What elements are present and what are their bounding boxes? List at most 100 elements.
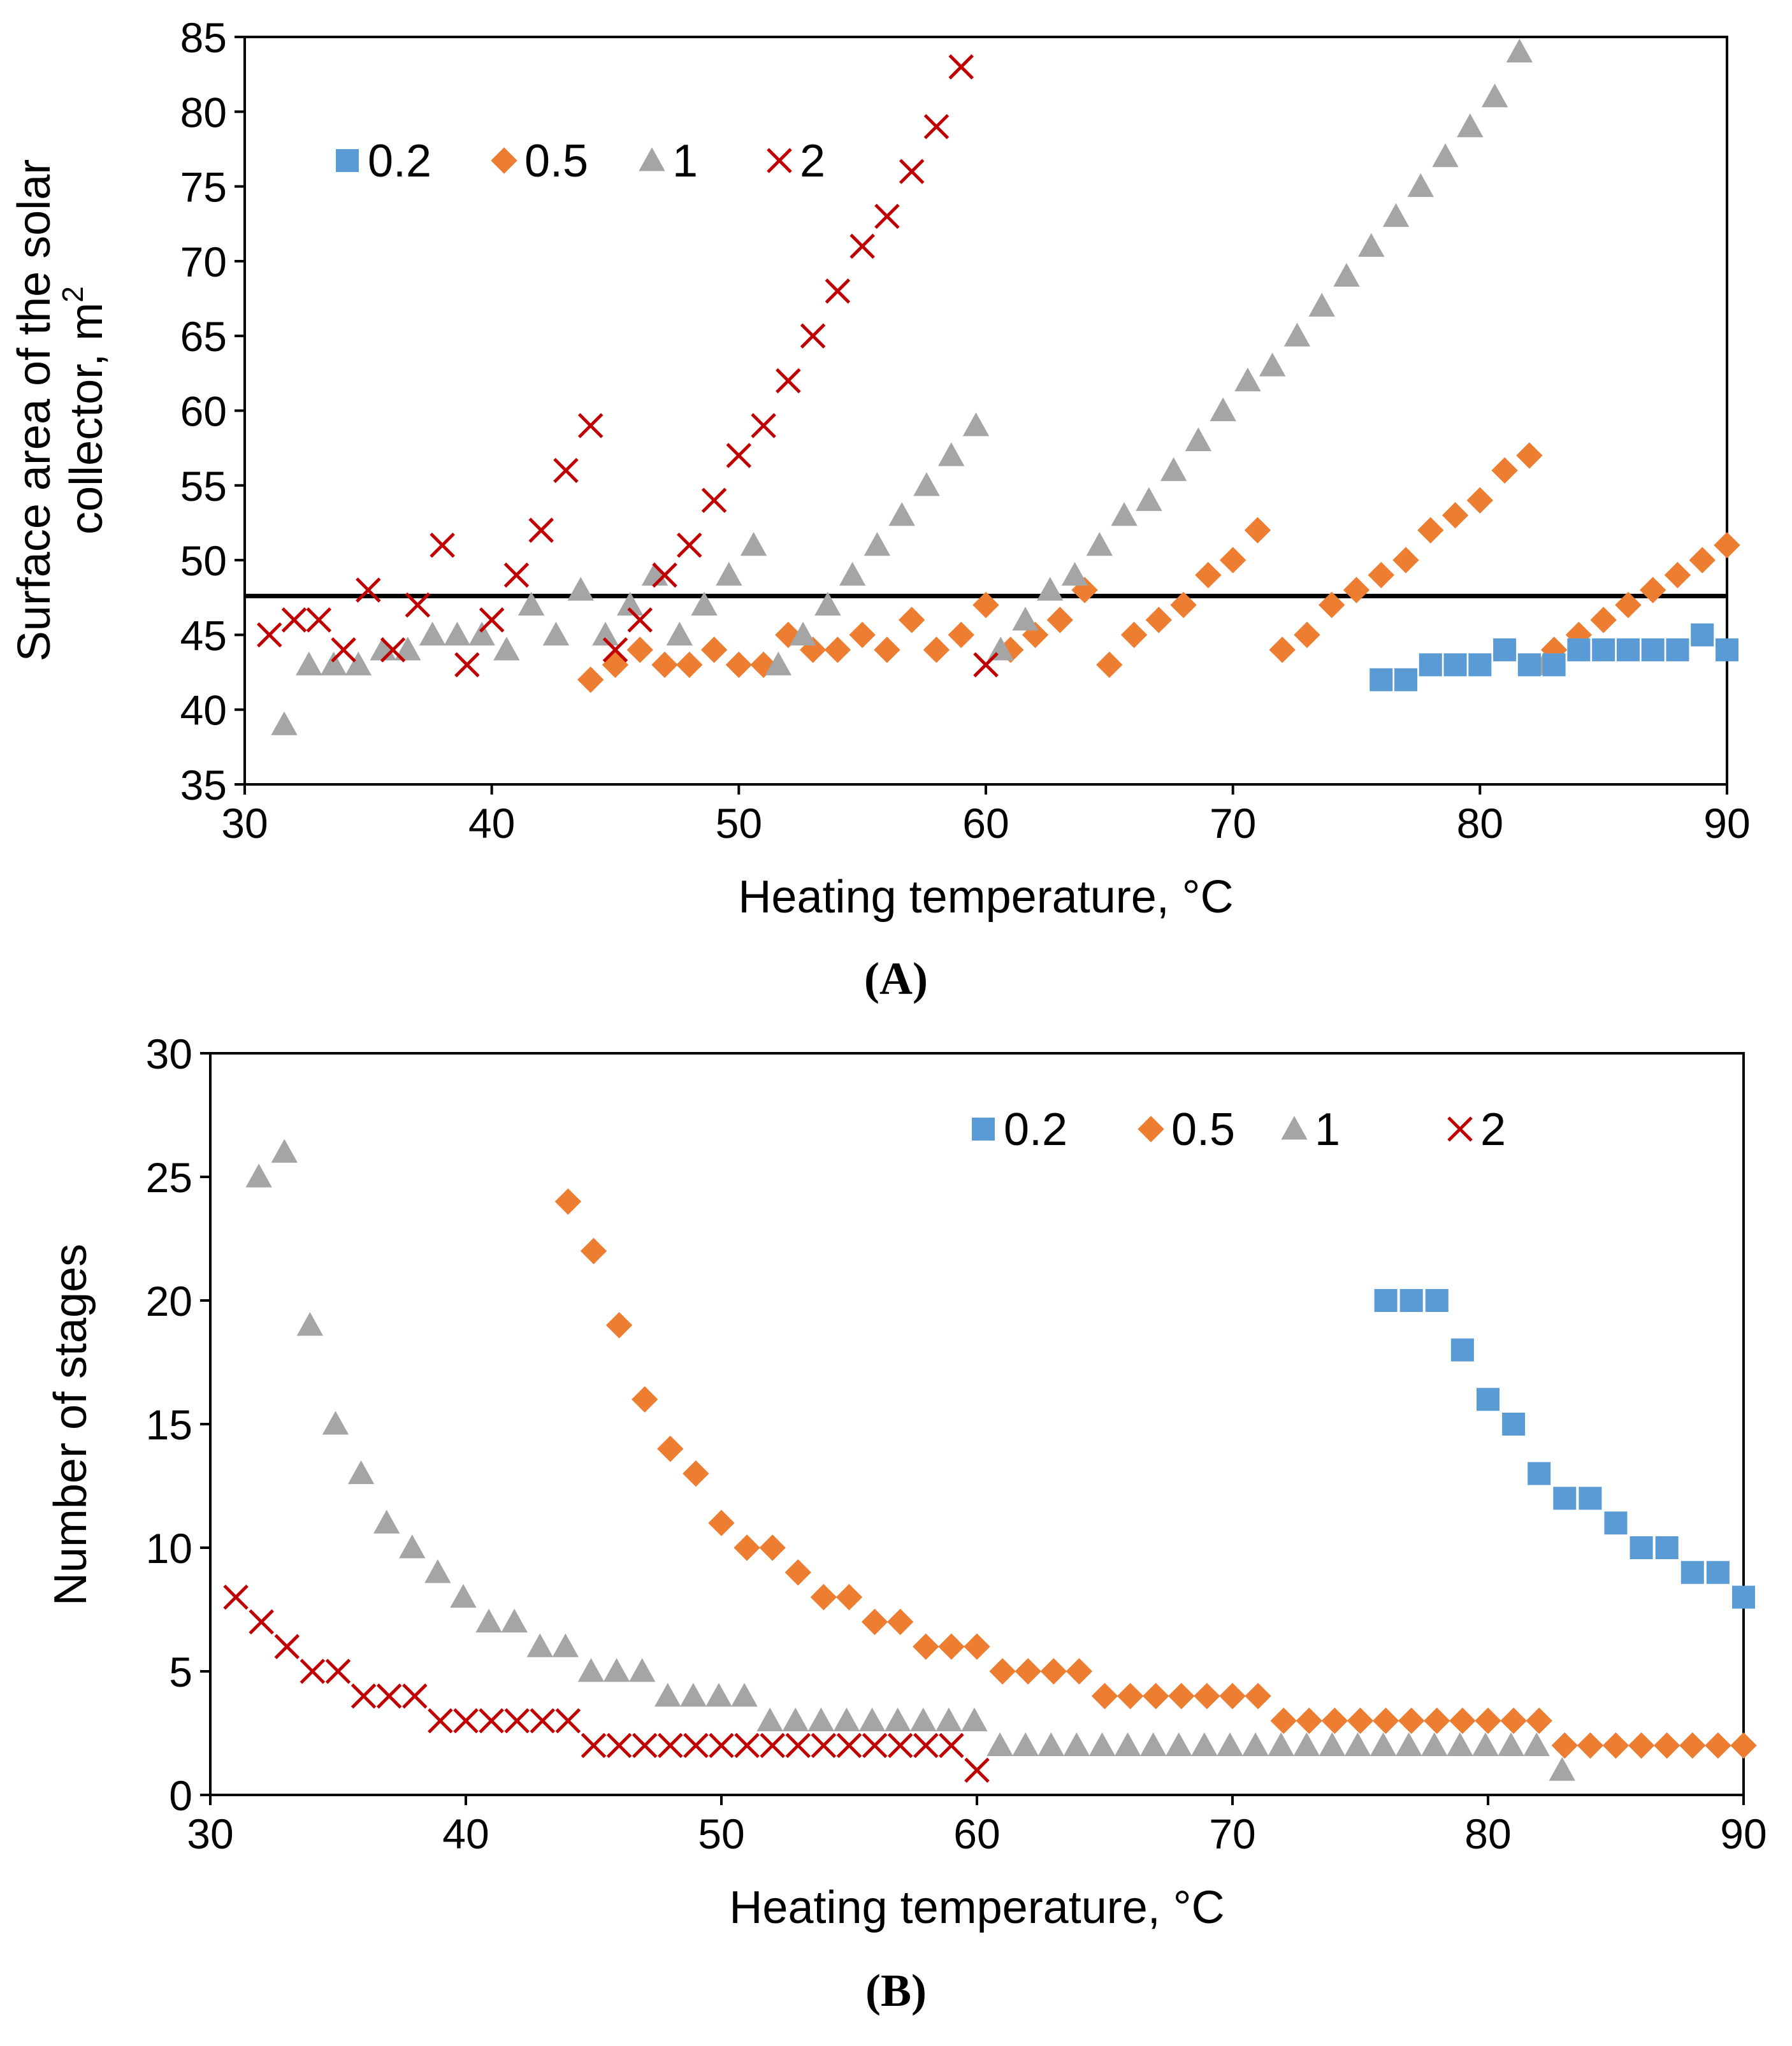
data-point-0_5 (733, 1534, 760, 1561)
x-axis-label-a: Heating temperature, °C (738, 872, 1233, 923)
data-point-2 (602, 637, 628, 663)
legend-label: 0.2 (1004, 1104, 1067, 1155)
data-point-1 (320, 651, 347, 675)
data-point-1 (731, 1683, 758, 1707)
data-point-2 (923, 113, 950, 140)
data-point-0_5 (632, 1386, 658, 1413)
legend-marker-0_5 (491, 147, 517, 174)
data-point-0_2 (1369, 668, 1393, 691)
data-point-2 (836, 1733, 862, 1759)
data-point-2 (454, 652, 480, 678)
data-point-1 (962, 412, 990, 436)
data-point-0_5 (1347, 1707, 1374, 1734)
data-point-0_2 (1528, 1462, 1551, 1485)
data-point-1 (419, 621, 446, 645)
data-point-1 (347, 1460, 375, 1485)
data-point-1 (603, 1658, 630, 1682)
data-point-1 (345, 651, 372, 675)
data-point-1 (888, 502, 915, 526)
data-point-2 (376, 1683, 402, 1709)
panel-label-a: (A) (864, 953, 928, 1004)
data-point-0_5 (938, 1633, 965, 1660)
data-point-0_5 (849, 621, 876, 649)
data-point-1 (450, 1583, 477, 1608)
chart-panel-a: 35 40 45 50 55 60 65 70 75 80 85 30 40 50 60 70 80 90 He… (9, 14, 1751, 1004)
data-point-1 (1210, 397, 1236, 422)
data-point-1 (1114, 1732, 1141, 1756)
legend-label: 2 (1480, 1104, 1506, 1155)
data-point-0_2 (1655, 1536, 1679, 1559)
data-point-0_5 (1602, 1732, 1629, 1759)
x-axis-label-b: Heating temperature, °C (729, 1882, 1224, 1933)
data-point-1 (542, 621, 570, 645)
data-point-1 (1037, 1732, 1064, 1756)
data-point-1 (1160, 457, 1187, 481)
data-point-0_5 (923, 637, 950, 663)
data-point-1 (936, 1707, 962, 1732)
data-point-0_2 (1641, 638, 1665, 661)
data-point-1 (740, 531, 767, 556)
data-point-0_5 (651, 651, 678, 679)
data-point-1 (1217, 1732, 1243, 1756)
data-point-1 (814, 591, 841, 616)
data-point-2 (862, 1733, 888, 1759)
data-point-1 (617, 591, 644, 616)
data-point-0_5 (1245, 1683, 1271, 1710)
data-point-0_5 (1170, 591, 1197, 619)
data-point-1 (1481, 83, 1508, 108)
data-point-1 (1283, 322, 1311, 347)
data-point-0_2 (1425, 1289, 1449, 1312)
data-point-2 (825, 278, 851, 304)
data-point-1 (1037, 577, 1064, 601)
y-tick-label: 45 (180, 612, 227, 659)
data-point-0_2 (1542, 653, 1566, 677)
data-point-0_5 (1116, 1683, 1144, 1710)
data-point-1 (910, 1707, 937, 1732)
data-point-2 (553, 457, 579, 484)
data-point-0_5 (1145, 607, 1173, 633)
data-point-2 (800, 323, 826, 349)
data-points-b (223, 1139, 1757, 1783)
data-point-0_5 (1526, 1707, 1552, 1734)
data-point-2 (701, 487, 727, 514)
data-point-0_2 (1517, 653, 1541, 677)
data-point-1 (1395, 1732, 1422, 1756)
data-point-0_5 (676, 651, 703, 679)
data-point-1 (1012, 1732, 1039, 1756)
data-point-2 (256, 622, 282, 648)
y-tick-label: 30 (146, 1030, 192, 1077)
legend-marker-0_5 (1138, 1116, 1164, 1142)
data-point-2 (503, 562, 530, 588)
y-tick-label: 25 (146, 1154, 192, 1201)
y-tick-label: 0 (169, 1772, 192, 1819)
data-point-0_5 (1195, 561, 1222, 589)
data-point-2 (658, 1733, 683, 1759)
data-point-1 (1421, 1732, 1448, 1756)
data-point-1 (807, 1707, 835, 1732)
data-point-0_2 (1579, 1487, 1602, 1510)
legend-a: 0.2 0.5 1 2 (336, 136, 825, 187)
data-point-1 (1308, 292, 1335, 317)
data-point-2 (306, 607, 332, 633)
data-point-0_5 (1219, 1683, 1246, 1710)
data-point-1 (1268, 1732, 1294, 1756)
data-point-2 (683, 1733, 709, 1759)
data-point-0_2 (1502, 1413, 1526, 1436)
data-point-1 (986, 1732, 1013, 1756)
data-point-1 (884, 1707, 911, 1732)
data-point-1 (1139, 1732, 1167, 1756)
data-point-1 (863, 531, 891, 556)
data-point-2 (751, 413, 776, 438)
data-point-0_5 (626, 637, 653, 663)
data-point-2 (606, 1733, 632, 1759)
plot-area-a (243, 36, 1728, 786)
data-point-1 (691, 591, 718, 616)
data-point-0_5 (835, 1583, 863, 1611)
data-point-0_5 (1194, 1683, 1220, 1710)
y-axis-label-a: Surface area of the solar collector, m2 (9, 159, 112, 661)
data-point-1 (1293, 1732, 1320, 1756)
data-point-1 (1063, 1732, 1090, 1756)
data-point-0_5 (1120, 621, 1148, 649)
data-point-0_5 (1219, 547, 1246, 573)
data-point-0_5 (1500, 1707, 1527, 1734)
